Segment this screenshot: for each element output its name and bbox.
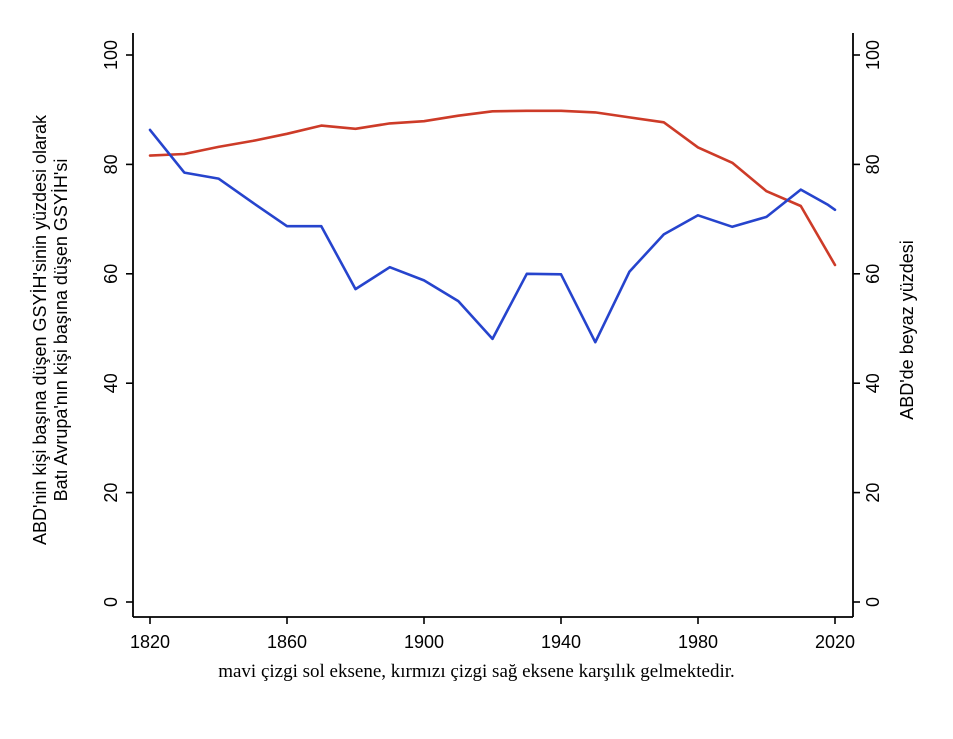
left-axis-title-line1: ABD'nin kişi başına düşen GSYİH'sinin yü… (30, 114, 50, 546)
right-y-tick-label: 60 (863, 264, 883, 284)
left-axis-title: ABD'nin kişi başına düşen GSYİH'sinin yü… (30, 115, 72, 545)
red-series-line (148, 109, 837, 267)
left-y-tick-label: 20 (101, 483, 121, 503)
left-y-tick-label: 80 (101, 154, 121, 174)
left-y-tick-label: 60 (101, 264, 121, 284)
right-axis-title: ABD'de beyaz yüzdesi (897, 240, 917, 420)
left-y-tick-label: 40 (101, 373, 121, 393)
x-tick-label: 1940 (541, 632, 581, 652)
left-y-tick-label: 0 (101, 597, 121, 607)
right-y-tick-label: 20 (863, 483, 883, 503)
x-tick-label: 1860 (267, 632, 307, 652)
x-tick-label: 1820 (130, 632, 170, 652)
x-tick-label: 2020 (815, 632, 855, 652)
x-tick-label: 1900 (404, 632, 444, 652)
right-y-tick-label: 0 (863, 597, 883, 607)
left-y-tick-label: 100 (101, 40, 121, 70)
x-tick-label: 1980 (678, 632, 718, 652)
figure-caption: mavi çizgi sol eksene, kırmızı çizgi sağ… (218, 661, 735, 682)
right-y-tick-label: 80 (863, 154, 883, 174)
left-axis-title-line2: Batı Avrupa'nın kişi başına düşen GSYİH'… (51, 158, 71, 502)
right-y-tick-label: 40 (863, 373, 883, 393)
blue-series-line (148, 128, 837, 344)
right-y-tick-label: 100 (863, 40, 883, 70)
